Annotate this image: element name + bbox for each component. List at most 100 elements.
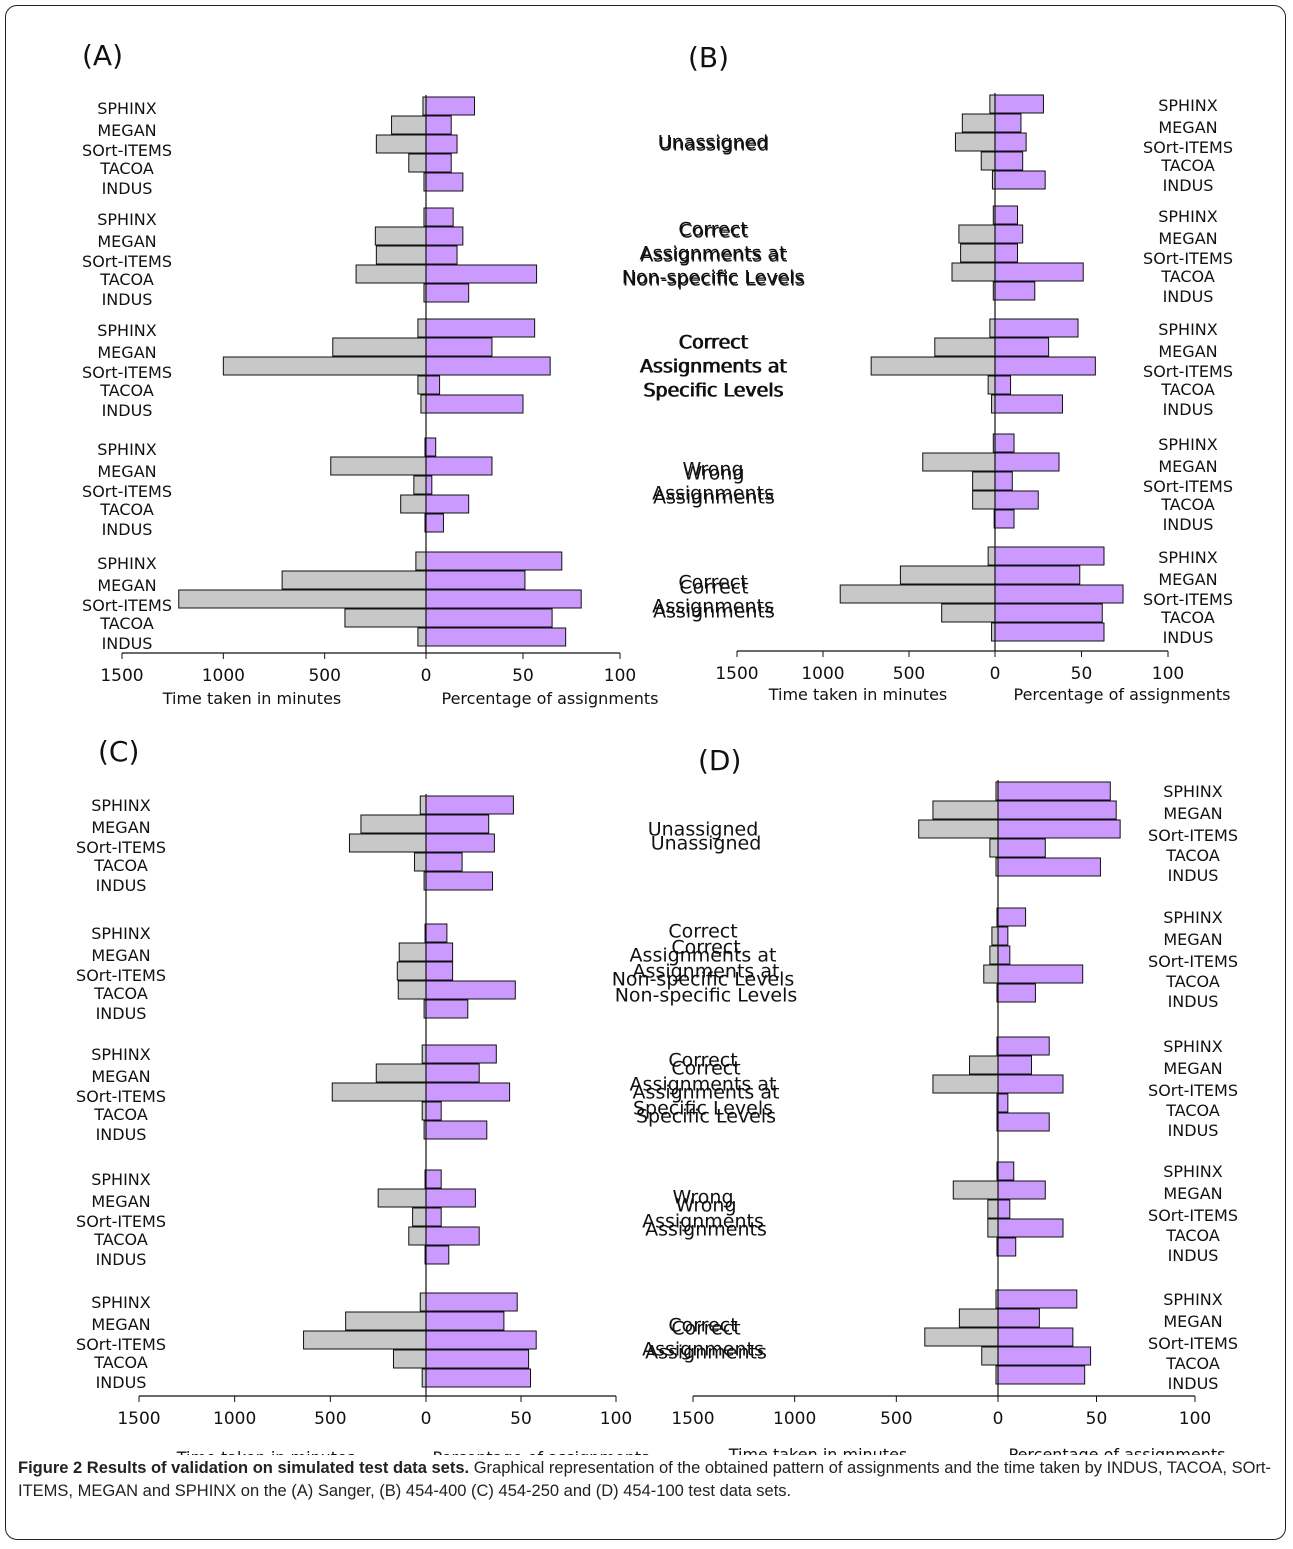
panel-b-percent-bar	[994, 433, 1015, 453]
panel-c-tool-label: TACOA	[93, 856, 148, 875]
panel-c-tool-label: INDUS	[96, 1125, 147, 1144]
panel-d-category-label: Non-specific Levels	[612, 969, 795, 991]
panel-d-tool-label: TACOA	[1165, 846, 1220, 865]
panel-c-percent-bar	[425, 1044, 497, 1064]
panel-a-tool-label: SOrt-ITEMS	[82, 252, 172, 271]
panel-b-percent-bar	[994, 375, 1012, 395]
panel-a-time-bar	[420, 394, 427, 414]
panel-b-tool-label: INDUS	[1163, 287, 1214, 306]
panel-a-tool-label: SPHINX	[97, 210, 157, 229]
panel-c-category-label: Assignments at	[633, 961, 780, 983]
panel-a-time-bar	[332, 337, 427, 357]
panel-c-percent-bar	[425, 942, 454, 962]
panel-d-percent-bar	[997, 907, 1027, 927]
panel-c-tool-label: INDUS	[96, 876, 147, 895]
panel-c-percent-bar	[425, 833, 495, 853]
panel-b-time-bar	[951, 262, 996, 282]
panel-c-category-label: Non-specific Levels	[615, 985, 798, 1007]
panel-d-percent-bar	[997, 1161, 1015, 1181]
panel-c-time-bar	[360, 814, 427, 834]
panel-c-time-bar	[345, 1311, 427, 1331]
panel-a-tool-label: MEGAN	[97, 232, 156, 251]
panel-c-time-bar	[396, 961, 427, 981]
panel-c-percent-bar	[425, 980, 516, 1000]
panel-a-tool-label: INDUS	[102, 179, 153, 198]
panel-d-percent-bar	[997, 819, 1121, 839]
panel-c-percent-bar	[425, 1330, 537, 1350]
panel-d-tick-label: 500	[880, 1409, 912, 1429]
panel-c-category-label: Correct	[671, 937, 740, 959]
panel-b-tool-label: INDUS	[1163, 400, 1214, 419]
panel-c-percent-bar	[425, 923, 448, 943]
panel-a-category-label: Wrong	[683, 463, 744, 485]
panel-d-percent-bar	[997, 1365, 1086, 1385]
panel-d-time-bar	[952, 1180, 999, 1200]
panel-c-tool-label: SPHINX	[91, 1045, 151, 1064]
panel-a-percent-bar	[425, 608, 553, 628]
panel-d-tool-label: SPHINX	[1163, 1162, 1223, 1181]
panel-c-percent-bar	[425, 1226, 480, 1246]
panel-a-percent-bar	[425, 172, 464, 192]
panel-b-tool-label: TACOA	[1160, 156, 1215, 175]
panel-c-tool-label: MEGAN	[91, 818, 150, 837]
panel-b-time-bar	[972, 471, 996, 491]
panel-a-tool-label: INDUS	[102, 401, 153, 420]
panel-c-tool-label: SOrt-ITEMS	[76, 1212, 166, 1231]
panel-d-tool-label: SOrt-ITEMS	[1148, 1334, 1238, 1353]
panel-d-tool-label: INDUS	[1168, 866, 1219, 885]
panel-d-percent-bar	[997, 781, 1111, 801]
panel-b-category-label: Assignments at	[640, 356, 787, 378]
panel-b-xlabel-percent: Percentage of assignments	[1014, 685, 1231, 704]
panel-b-time-bar	[987, 375, 996, 395]
panel-d-tool-label: TACOA	[1165, 1226, 1220, 1245]
panel-c-tick-label: 50	[510, 1409, 532, 1429]
panel-a-percent-bar	[425, 394, 524, 414]
panel-b-percent-bar	[994, 356, 1096, 376]
panel-c-tool-label: INDUS	[96, 1250, 147, 1269]
panel-b-percent-bar	[994, 546, 1105, 566]
panel-a-time-bar	[408, 153, 427, 173]
panel-a-percent-bar	[425, 318, 536, 338]
panel-d-tool-label: INDUS	[1168, 1246, 1219, 1265]
panel-a-percent-bar	[425, 96, 475, 116]
panel-a-tool-label: SOrt-ITEMS	[82, 596, 172, 615]
panel-b-percent-bar	[994, 318, 1079, 338]
panel-a-tool-label: MEGAN	[97, 343, 156, 362]
panel-a-percent-bar	[425, 207, 454, 227]
panel-b-tick-label: 0	[990, 664, 1001, 684]
panel-c-time-bar	[303, 1330, 427, 1350]
panel-b-percent-bar	[994, 170, 1046, 190]
panel-b-percent-bar	[994, 584, 1124, 604]
panel-d-tool-label: SPHINX	[1163, 782, 1223, 801]
panel-d-percent-bar	[997, 983, 1036, 1003]
panel-b-tool-label: TACOA	[1160, 267, 1215, 286]
panel-b-tick-label: 1000	[801, 664, 844, 684]
panel-a-percent-bar	[425, 627, 567, 647]
panel-a-tool-label: TACOA	[99, 614, 154, 633]
panel-c-percent-bar	[425, 1120, 488, 1140]
panel-b-time-bar	[980, 151, 996, 171]
panel-d-percent-bar	[997, 1346, 1092, 1366]
panel-c-tick-label: 500	[314, 1409, 346, 1429]
panel-c-percent-bar	[425, 1349, 530, 1369]
panel-c-time-bar	[375, 1063, 427, 1083]
panel-b-time-bar	[954, 132, 996, 152]
panel-a-category-label: Unassigned	[659, 134, 770, 156]
panel-b-tool-label: MEGAN	[1158, 118, 1217, 137]
panel-a-tick-label: 0	[421, 666, 432, 686]
panel-d-time-bar	[987, 1218, 999, 1238]
panel-a-category-label: Assignments at	[641, 245, 788, 267]
figure-charts: (A)SPHINXMEGANSOrt-ITEMSTACOAINDUSUnassi…	[76, 39, 1238, 1455]
panel-a-tool-label: MEGAN	[97, 462, 156, 481]
panel-b-time-bar	[989, 318, 996, 338]
panel-d-percent-bar	[997, 964, 1084, 984]
panel-c-time-bar	[414, 852, 427, 872]
panel-a-percent-bar	[425, 226, 464, 246]
panel-c-tool-label: SPHINX	[91, 924, 151, 943]
panel-b-tool-label: SPHINX	[1158, 548, 1218, 567]
panel-a-percent-bar	[425, 153, 452, 173]
panel-d-category-label: Wrong	[672, 1187, 733, 1209]
panel-b-tool-label: INDUS	[1163, 176, 1214, 195]
panel-d-percent-bar	[997, 1036, 1050, 1056]
panel-c-time-bar	[398, 942, 427, 962]
